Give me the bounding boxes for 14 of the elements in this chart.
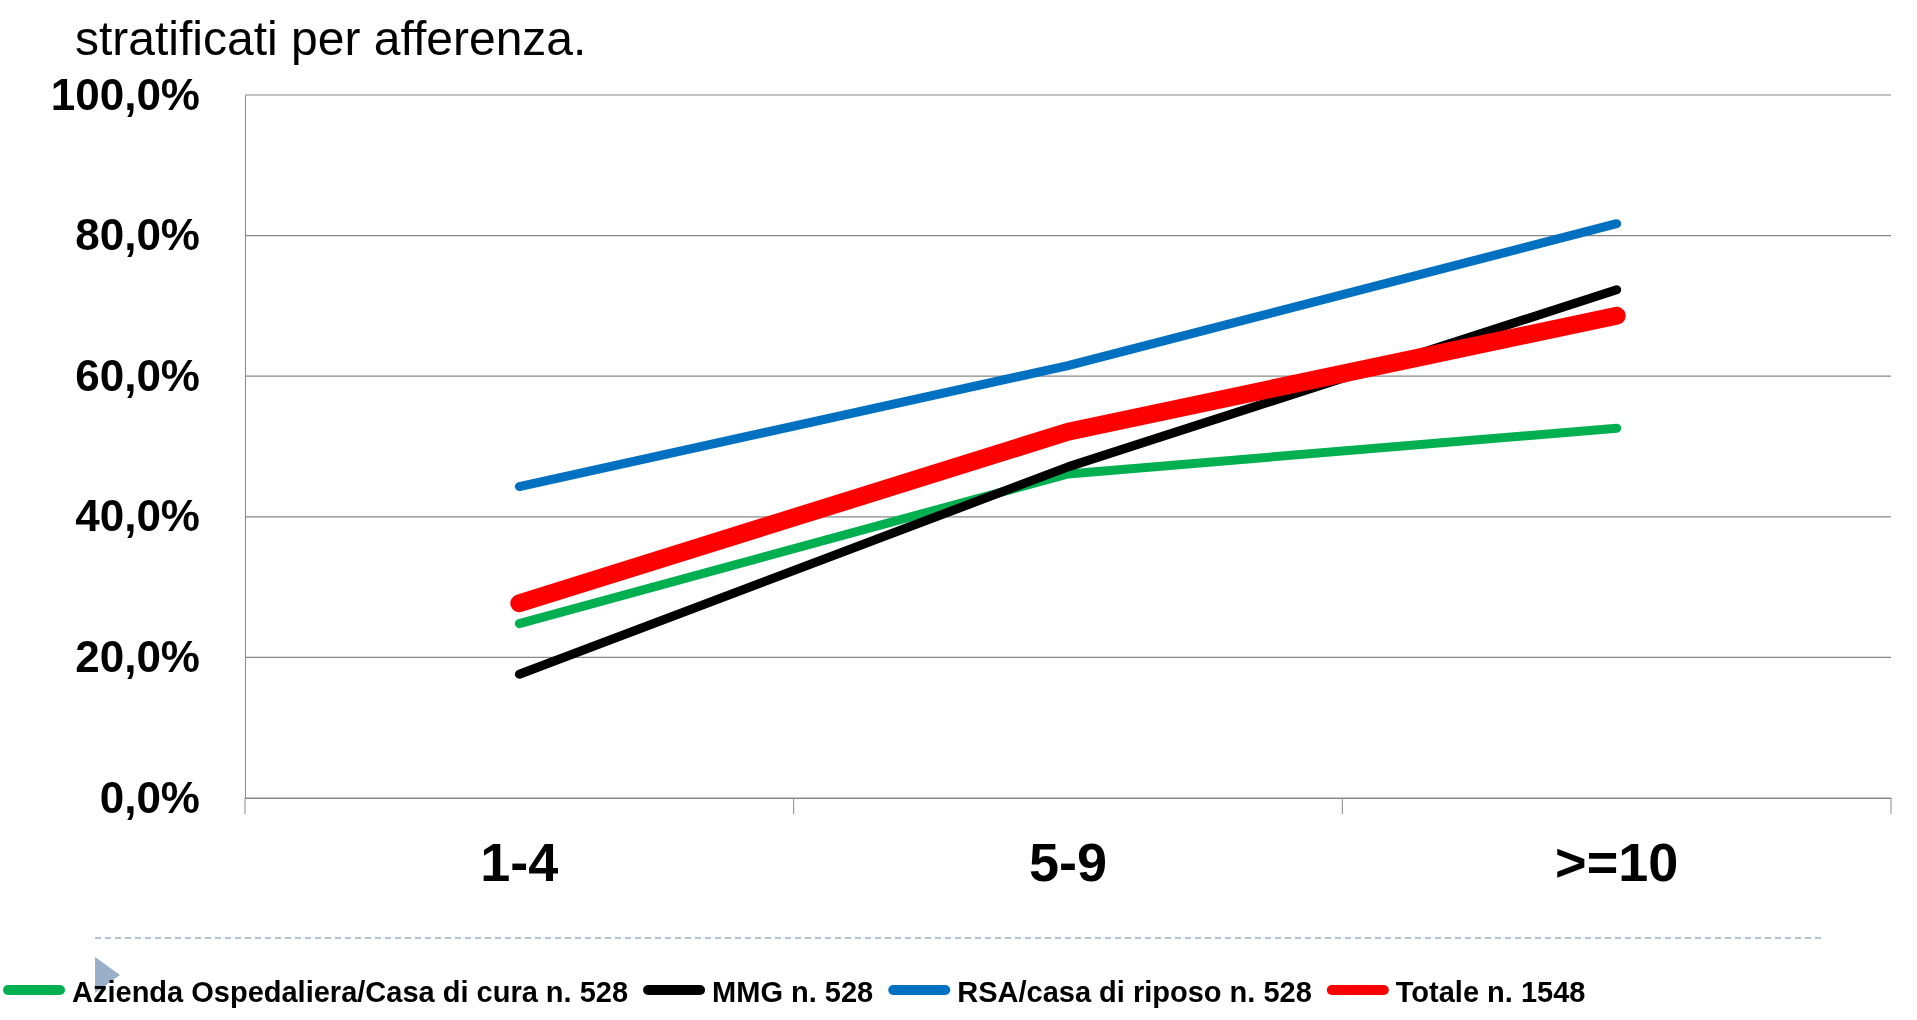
y-tick-label: 80,0%	[75, 210, 200, 260]
y-tick-label: 60,0%	[75, 350, 200, 400]
y-tick-label: 100,0%	[50, 69, 200, 119]
legend-label: MMG n. 528	[712, 976, 874, 1008]
y-tick-label: 40,0%	[75, 491, 200, 541]
legend-label: RSA/casa di riposo n. 528	[957, 976, 1312, 1008]
x-tick-label: 1-4	[480, 832, 559, 893]
x-tick-label: 5-9	[1028, 832, 1108, 893]
legend-label: Totale n. 1548	[1395, 976, 1586, 1008]
y-tick-label: 0,0%	[99, 772, 200, 822]
x-tick-label: >=10	[1555, 832, 1679, 893]
legend-label: Azienda Ospedaliera/Casa di cura n. 528	[72, 976, 629, 1008]
chart-title: stratificati per afferenza.	[75, 12, 587, 65]
y-tick-label: 20,0%	[75, 631, 200, 681]
